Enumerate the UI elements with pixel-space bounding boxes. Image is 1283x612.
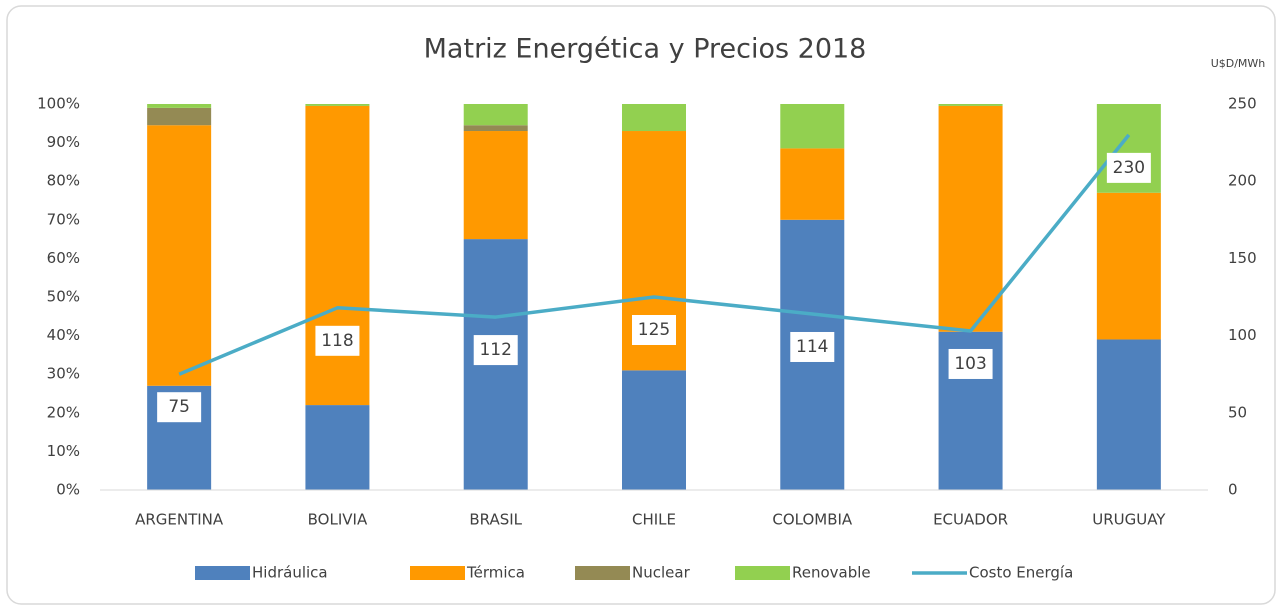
y2-tick-label: 50	[1228, 403, 1247, 421]
bar-segment	[305, 104, 370, 106]
data-label: 75	[168, 397, 190, 417]
data-label-box	[473, 335, 518, 366]
legend-swatch	[195, 566, 250, 580]
y2-tick-label: 150	[1228, 249, 1257, 267]
bar-segment	[1096, 339, 1161, 490]
legend-swatch	[735, 566, 790, 580]
y-tick-label: 100%	[37, 95, 80, 113]
y-tick-label: 10%	[47, 442, 80, 460]
data-label: 114	[796, 337, 828, 357]
y-tick-label: 30%	[47, 365, 80, 383]
bar-segment	[463, 131, 528, 240]
data-label-box	[948, 348, 993, 379]
y-tick-label: 90%	[47, 133, 80, 151]
data-label: 118	[321, 331, 353, 351]
legend-label: Hidráulica	[252, 564, 328, 582]
y2-tick-label: 0	[1228, 481, 1238, 499]
y-tick-label: 70%	[47, 210, 80, 228]
bar-segment	[305, 105, 370, 406]
data-label: 125	[638, 320, 670, 340]
chart-title: Matriz Energética y Precios 2018	[424, 34, 867, 65]
data-label: 112	[479, 340, 511, 360]
y-tick-label: 0%	[56, 481, 80, 499]
bar-segment	[305, 405, 370, 490]
legend-label: Costo Energía	[969, 564, 1073, 582]
y2-tick-label: 250	[1228, 95, 1257, 113]
x-tick-label: CHILE	[632, 511, 676, 529]
bar-segment	[622, 370, 686, 490]
bar-segment	[780, 148, 845, 220]
data-label: 230	[1113, 158, 1145, 178]
bar-segment	[622, 104, 686, 132]
data-label-box	[315, 325, 360, 356]
bar-segment	[463, 125, 528, 132]
bar-segment	[938, 104, 1003, 106]
y-tick-label: 80%	[47, 172, 80, 190]
legend-label: Nuclear	[632, 564, 691, 582]
x-tick-label: ECUADOR	[933, 511, 1008, 529]
bar-segment	[1096, 192, 1161, 340]
bar-segment	[147, 125, 212, 386]
bar-segment	[463, 104, 528, 126]
legend-swatch	[410, 566, 465, 580]
bar-segment	[147, 104, 212, 108]
y-tick-label: 20%	[47, 403, 80, 421]
legend-label: Renovable	[792, 564, 871, 582]
data-label-box	[157, 392, 202, 423]
line-series	[178, 133, 1131, 376]
x-tick-label: BRASIL	[469, 511, 522, 529]
bar-segment	[147, 107, 212, 126]
y2-tick-label: 200	[1228, 172, 1257, 190]
data-label: 103	[954, 354, 986, 374]
x-tick-label: COLOMBIA	[772, 511, 853, 529]
bar-segment	[938, 105, 1003, 332]
y-tick-label: 40%	[47, 326, 80, 344]
data-label-box	[1106, 152, 1151, 183]
x-tick-label: URUGUAY	[1092, 511, 1166, 529]
y-tick-label: 60%	[47, 249, 80, 267]
y-tick-label: 50%	[47, 288, 80, 306]
x-tick-label: BOLIVIA	[308, 511, 368, 529]
x-tick-label: ARGENTINA	[135, 511, 224, 529]
data-label-box	[632, 315, 676, 345]
legend-swatch	[575, 566, 630, 580]
y2-axis-label: U$D/MWh	[1211, 57, 1266, 70]
bar-segment	[780, 104, 845, 149]
legend-label: Térmica	[466, 564, 525, 582]
y2-tick-label: 100	[1228, 326, 1257, 344]
data-label-box	[790, 331, 835, 362]
